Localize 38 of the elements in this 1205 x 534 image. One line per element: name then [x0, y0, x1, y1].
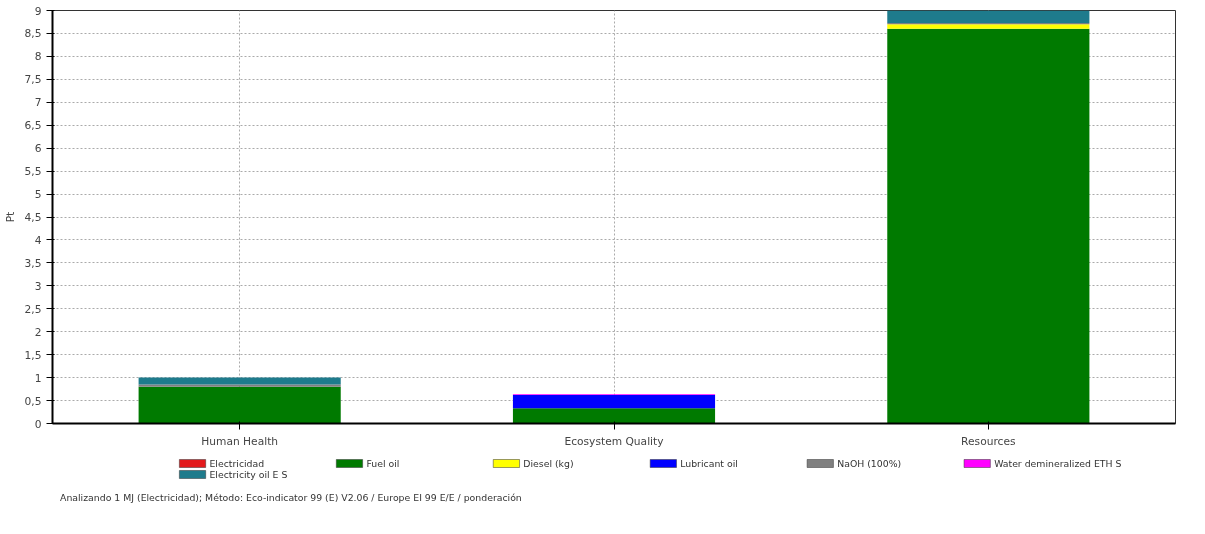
bar: [512, 395, 716, 409]
y-tick-label: 7,5: [24, 73, 42, 87]
y-tick-label: 6: [34, 142, 42, 156]
y-tick-label: 3,5: [24, 256, 42, 270]
y-tick-label: 2: [34, 325, 42, 339]
y-tick-label: 8: [34, 50, 42, 64]
legend-label: NaOH (100%): [837, 458, 902, 469]
y-tick-label: 4: [34, 233, 42, 247]
bar: [887, 28, 1090, 424]
legend-label: Fuel oil: [366, 458, 400, 469]
legend-label: Lubricant oil: [680, 458, 738, 469]
y-tick-label: 5: [34, 188, 42, 202]
y-tick-label: 0: [34, 417, 42, 431]
bar: [138, 386, 341, 424]
x-tick-label: Ecosystem Quality: [564, 434, 664, 448]
y-tick-label: 8,5: [24, 27, 42, 41]
y-tick-label: 1,5: [24, 348, 42, 362]
y-tick-label: 0,5: [24, 394, 42, 408]
legend-label: Diesel (kg): [523, 458, 574, 469]
bar: [512, 408, 716, 424]
legend-label: Water demineralized ETH S: [994, 458, 1122, 469]
legend-label: Electricidad: [209, 458, 265, 469]
legend-label: Electricity oil E S: [209, 469, 288, 480]
bar: [887, 10, 1090, 23]
y-tick-label: 9: [34, 4, 42, 18]
y-tick-label: 2,5: [24, 302, 42, 316]
y-axis-title: Pt: [3, 211, 17, 223]
y-tick-label: 4,5: [24, 211, 42, 224]
x-tick-label: Resources: [961, 434, 1016, 448]
y-tick-label: 6,5: [24, 119, 42, 133]
y-tick-label: 3: [34, 279, 42, 293]
y-tick-label: 1: [34, 371, 42, 385]
x-tick-label: Human Health: [201, 434, 279, 448]
y-tick-label: 5,5: [24, 165, 42, 179]
bar: [887, 24, 1090, 29]
text: Analizando 1 MJ (Electricidad); Método: Eco-indicator 99 (E) V2.06 / Europe EI 99 E/E / ponderación: [60, 492, 522, 503]
bar: [138, 384, 341, 387]
y-tick-label: 7: [34, 96, 42, 110]
